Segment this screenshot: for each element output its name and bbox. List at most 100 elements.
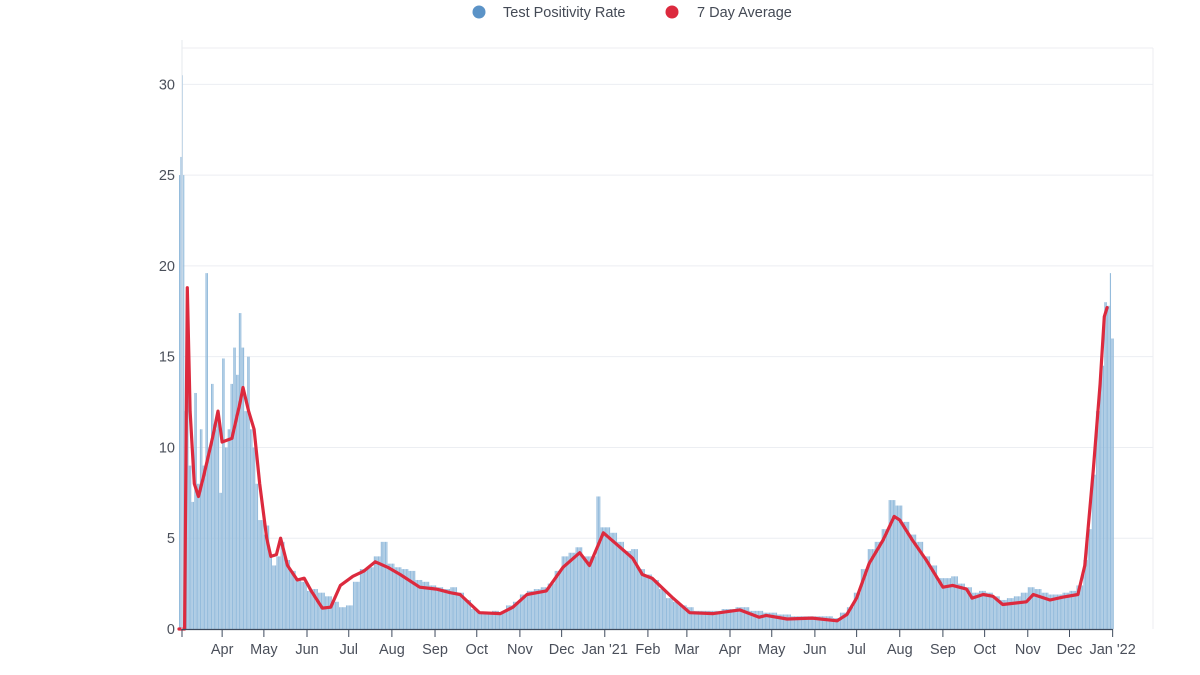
bar — [802, 616, 804, 629]
bar — [988, 592, 990, 629]
bar — [194, 392, 196, 629]
bar — [233, 347, 235, 629]
bar — [569, 552, 572, 629]
bar — [476, 609, 478, 629]
bar — [688, 607, 690, 629]
bar — [384, 541, 387, 629]
bar — [425, 581, 427, 629]
bar — [238, 313, 240, 629]
x-tick-label: Oct — [973, 642, 996, 658]
bar — [1065, 592, 1067, 629]
bar — [735, 607, 737, 629]
bar — [190, 465, 192, 629]
bar — [586, 556, 588, 629]
bar — [1027, 587, 1029, 629]
bar — [766, 612, 768, 629]
bar — [504, 612, 506, 629]
bar — [585, 556, 587, 629]
bar — [337, 601, 339, 629]
bar — [576, 547, 579, 629]
bar — [336, 601, 338, 629]
bar — [322, 592, 324, 629]
bar — [350, 605, 352, 629]
bar — [1005, 599, 1007, 629]
bar — [763, 612, 765, 629]
bar — [940, 578, 942, 629]
bar — [475, 609, 477, 629]
bar — [213, 429, 215, 629]
bar — [1094, 474, 1096, 629]
bar — [848, 607, 850, 629]
bar — [677, 601, 679, 629]
bar — [844, 612, 846, 629]
bar — [280, 541, 282, 629]
bar — [906, 521, 908, 629]
bar — [816, 616, 818, 629]
bar — [237, 374, 239, 629]
bar — [1015, 596, 1017, 629]
bar — [522, 594, 524, 629]
bar — [827, 616, 829, 629]
bar — [1013, 596, 1015, 629]
bar — [620, 541, 622, 629]
x-tick-label: Jul — [339, 642, 358, 658]
bar — [817, 616, 819, 629]
bar — [1091, 474, 1093, 629]
bar — [1029, 587, 1031, 629]
bar — [930, 565, 932, 629]
bar — [515, 601, 517, 629]
bar — [613, 532, 615, 629]
bar — [537, 589, 540, 629]
x-tick-label: Feb — [635, 642, 660, 658]
bar — [660, 589, 662, 629]
bar — [650, 574, 652, 629]
bar — [423, 581, 426, 629]
bar — [1061, 594, 1063, 629]
bar — [465, 599, 467, 629]
bar — [398, 567, 400, 629]
bar — [389, 563, 391, 629]
bar — [448, 589, 451, 629]
bar — [485, 612, 487, 629]
bar — [525, 594, 527, 629]
bar — [1086, 560, 1088, 629]
bar — [478, 612, 480, 629]
bar — [347, 605, 349, 629]
bar — [524, 594, 526, 629]
bar — [826, 616, 828, 629]
bar — [938, 578, 940, 629]
bar — [179, 175, 181, 629]
bar — [890, 500, 892, 629]
bar — [706, 610, 708, 629]
bar — [888, 500, 890, 629]
bar — [198, 483, 200, 629]
bar — [568, 552, 570, 629]
bar — [377, 556, 380, 629]
bar — [1012, 598, 1014, 629]
bar — [400, 567, 402, 629]
bar — [788, 614, 790, 629]
bar — [639, 569, 641, 629]
legend-item-7-day-average[interactable]: 7 Day Average — [665, 5, 792, 21]
bar — [297, 578, 299, 629]
legend-marker-red — [665, 5, 679, 19]
bar — [899, 505, 901, 629]
bar — [325, 596, 327, 629]
bar — [1075, 590, 1077, 629]
bar — [462, 592, 464, 629]
bar — [533, 589, 535, 629]
bar — [608, 527, 611, 629]
bar — [774, 612, 776, 629]
bar — [230, 383, 232, 629]
bar — [304, 581, 306, 629]
bar — [351, 605, 353, 629]
bar — [511, 605, 513, 629]
bar — [1058, 594, 1060, 629]
bar — [645, 574, 647, 629]
bar — [604, 527, 606, 629]
legend-item-test-positivity-rate[interactable]: Test Positivity Rate — [472, 5, 626, 21]
bar — [834, 618, 836, 629]
bar — [1041, 592, 1043, 629]
bar — [750, 610, 753, 629]
bar — [457, 592, 459, 629]
